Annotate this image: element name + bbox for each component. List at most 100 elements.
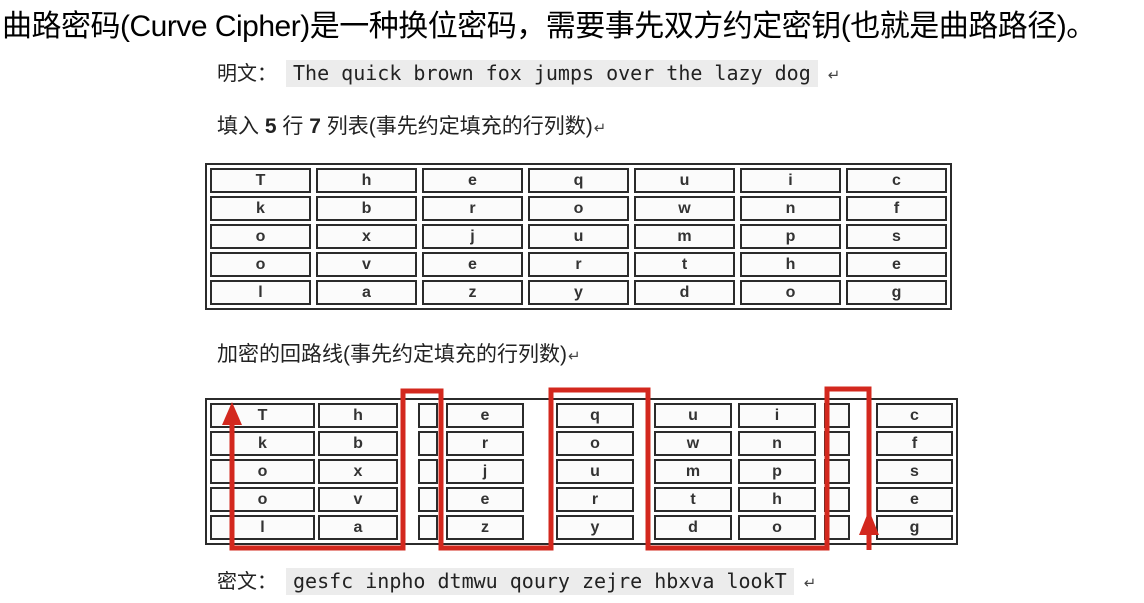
table-cell: e — [876, 487, 953, 512]
table-cell: n — [740, 196, 841, 221]
table-cell: t — [654, 487, 732, 512]
table-cell: l — [210, 515, 315, 540]
table-cell: q — [528, 168, 629, 193]
table-cell: m — [654, 459, 732, 484]
table-cell: r — [422, 196, 523, 221]
table-cell: h — [316, 168, 417, 193]
table-cell: x — [316, 224, 417, 249]
table-cell: j — [446, 459, 524, 484]
table-cell: e — [422, 252, 523, 277]
table-cell: v — [316, 252, 417, 277]
table-cell: z — [422, 280, 523, 305]
ciphertext-label: 密文： — [217, 571, 277, 593]
table-cell: g — [876, 515, 953, 540]
fill-cols-number: 7 — [309, 115, 321, 138]
plaintext-line: 明文： The quick brown fox jumps over the l… — [217, 57, 840, 87]
plaintext-label: 明文： — [217, 63, 277, 85]
route-heading: 加密的回路线(事先约定填充的行列数)↵ — [217, 338, 581, 368]
fill-rows-number: 5 — [264, 115, 277, 138]
table-cell: y — [556, 515, 634, 540]
table-cell: c — [846, 168, 947, 193]
table-cell: b — [318, 431, 398, 456]
route-spacer-cell — [824, 487, 850, 512]
return-mark-icon: ↵ — [593, 120, 607, 137]
table-cell: r — [556, 487, 634, 512]
route-spacer-cell — [418, 515, 438, 540]
table-cell: o — [210, 224, 311, 249]
fill-heading: 填入 5 行 7 列表(事先约定填充的行列数)↵ — [217, 110, 606, 140]
table-cell: u — [528, 224, 629, 249]
route-heading-text: 加密的回路线(事先约定填充的行列数) — [217, 343, 567, 366]
table-cell: T — [210, 403, 315, 428]
table-cell: z — [446, 515, 524, 540]
table-cell: k — [210, 196, 311, 221]
table-cell: r — [446, 431, 524, 456]
table-cell: i — [740, 168, 841, 193]
table-cell: o — [556, 431, 634, 456]
table-cell: w — [654, 431, 732, 456]
table-cell: t — [634, 252, 735, 277]
lesson-title: 曲路密码(Curve Cipher)是一种换位密码，需要事先双方约定密钥(也就是… — [2, 10, 1096, 43]
route-spacer-cell — [824, 515, 850, 540]
table-cell: h — [318, 403, 398, 428]
table-cell: f — [876, 431, 953, 456]
table-cell: d — [654, 515, 732, 540]
fill-heading-suffix: 列表(事先约定填充的行列数) — [320, 115, 593, 138]
table-cell: c — [876, 403, 953, 428]
table-cell: a — [316, 280, 417, 305]
table-cell: e — [446, 403, 524, 428]
table-cell: v — [318, 487, 398, 512]
table-cell: T — [210, 168, 311, 193]
table-cell: o — [210, 252, 311, 277]
plaintext-value: The quick brown fox jumps over the lazy … — [286, 60, 818, 87]
table-cell: x — [318, 459, 398, 484]
table-cell: k — [210, 431, 315, 456]
table-cell: e — [422, 168, 523, 193]
table-cell: f — [846, 196, 947, 221]
route-spacer-cell — [418, 403, 438, 428]
ciphertext-value: gesfc inpho dtmwu qoury zejre hbxva look… — [286, 568, 794, 595]
route-spacer-cell — [418, 459, 438, 484]
table-cell: h — [740, 252, 841, 277]
table-cell: b — [316, 196, 417, 221]
return-mark-icon: ↵ — [827, 67, 841, 84]
table-cell: u — [634, 168, 735, 193]
table-cell: g — [846, 280, 947, 305]
table-cell: j — [422, 224, 523, 249]
table-cell: o — [210, 487, 315, 512]
table-cell: p — [740, 224, 841, 249]
table-cell: w — [634, 196, 735, 221]
table-cell: o — [528, 196, 629, 221]
table-cell: a — [318, 515, 398, 540]
table-cell: e — [446, 487, 524, 512]
table-cell: u — [654, 403, 732, 428]
table-cell: d — [634, 280, 735, 305]
table-cell: u — [556, 459, 634, 484]
route-spacer-cell — [418, 487, 438, 512]
table-cell: o — [738, 515, 816, 540]
table-cell: s — [846, 224, 947, 249]
ciphertext-line: 密文： gesfc inpho dtmwu qoury zejre hbxva … — [217, 565, 816, 595]
table-cell: l — [210, 280, 311, 305]
table-cell: h — [738, 487, 816, 512]
return-mark-icon: ↵ — [803, 575, 817, 592]
fill-heading-mid: 行 — [276, 115, 310, 138]
route-spacer-cell — [824, 403, 850, 428]
fill-heading-prefix: 填入 — [217, 115, 265, 138]
table-cell: q — [556, 403, 634, 428]
route-spacer-cell — [824, 459, 850, 484]
route-spacer-cell — [418, 431, 438, 456]
route-spacer-cell — [824, 431, 850, 456]
table-cell: m — [634, 224, 735, 249]
table-cell: s — [876, 459, 953, 484]
table-cell: e — [846, 252, 947, 277]
return-mark-icon: ↵ — [568, 348, 581, 365]
table-cell: i — [738, 403, 816, 428]
table-cell: p — [738, 459, 816, 484]
table-cell: o — [740, 280, 841, 305]
table-cell: r — [528, 252, 629, 277]
table-cell: y — [528, 280, 629, 305]
table-cell: o — [210, 459, 315, 484]
